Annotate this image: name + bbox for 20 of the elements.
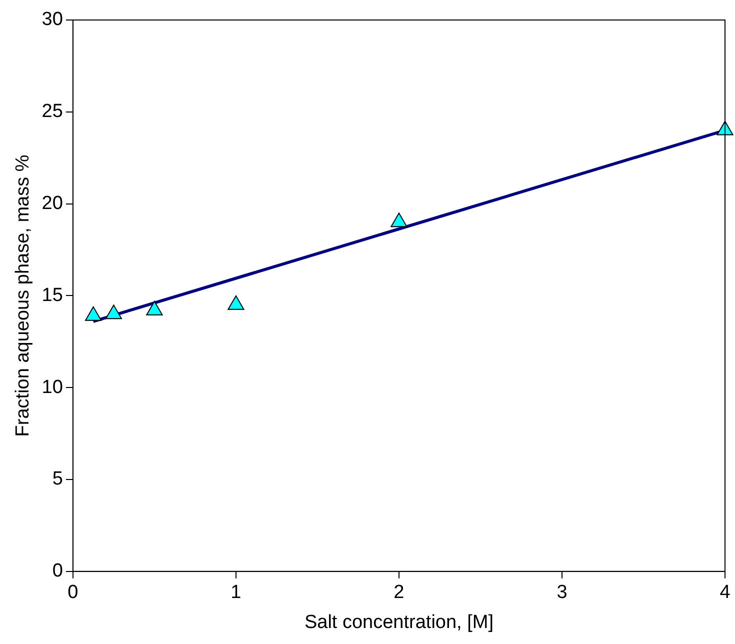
y-tick-label: 5 bbox=[52, 468, 63, 490]
y-axis-title: Fraction aqueous phase, mass % bbox=[12, 154, 34, 437]
point bbox=[85, 306, 102, 321]
x-axis-title: Salt concentration, [M] bbox=[304, 612, 494, 633]
point bbox=[716, 120, 734, 136]
point bbox=[390, 212, 408, 228]
point bbox=[146, 300, 163, 316]
x-tick-label: 0 bbox=[68, 582, 78, 604]
y-tick-label: 30 bbox=[42, 9, 63, 30]
point bbox=[105, 304, 122, 320]
y-tick-label: 0 bbox=[52, 560, 63, 582]
x-tick-label: 4 bbox=[720, 582, 731, 604]
point bbox=[228, 295, 244, 310]
x-tick-label: 3 bbox=[556, 582, 568, 604]
y-tick-label: 10 bbox=[42, 376, 63, 398]
y-tick-label: 20 bbox=[42, 193, 63, 214]
y-tick-label: 25 bbox=[42, 101, 63, 122]
x-tick-label: 2 bbox=[394, 582, 404, 604]
x-tick-label: 1 bbox=[230, 582, 242, 604]
y-tick-label: 15 bbox=[42, 284, 63, 306]
